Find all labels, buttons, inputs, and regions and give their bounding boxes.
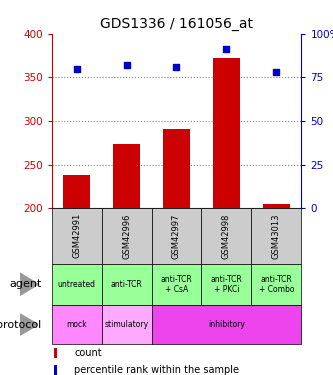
Bar xyxy=(52,208,102,264)
Text: GSM43013: GSM43013 xyxy=(272,213,281,259)
Text: GSM42997: GSM42997 xyxy=(172,213,181,259)
Text: anti-TCR: anti-TCR xyxy=(111,280,143,289)
Text: percentile rank within the sample: percentile rank within the sample xyxy=(74,365,239,375)
Bar xyxy=(251,264,301,305)
Bar xyxy=(152,208,201,264)
Bar xyxy=(102,305,152,344)
Text: inhibitory: inhibitory xyxy=(208,320,245,329)
Bar xyxy=(63,175,90,208)
Text: GSM42996: GSM42996 xyxy=(122,213,131,259)
Bar xyxy=(113,144,140,208)
Text: agent: agent xyxy=(9,279,42,289)
Text: anti-TCR
+ Combo: anti-TCR + Combo xyxy=(259,274,294,294)
Text: untreated: untreated xyxy=(58,280,96,289)
Polygon shape xyxy=(20,314,38,335)
Point xyxy=(74,66,79,72)
Text: anti-TCR
+ CsA: anti-TCR + CsA xyxy=(161,274,192,294)
Bar xyxy=(54,348,57,358)
Text: GSM42991: GSM42991 xyxy=(72,213,81,258)
Bar xyxy=(201,208,251,264)
Bar xyxy=(201,264,251,305)
Text: count: count xyxy=(74,348,102,358)
Bar xyxy=(263,204,290,208)
Text: mock: mock xyxy=(66,320,87,329)
Bar xyxy=(152,305,301,344)
Bar xyxy=(152,264,201,305)
Text: GSM42998: GSM42998 xyxy=(222,213,231,259)
Point xyxy=(174,64,179,70)
Bar xyxy=(213,58,240,208)
Point xyxy=(274,69,279,75)
Text: stimulatory: stimulatory xyxy=(105,320,149,329)
Bar xyxy=(102,264,152,305)
Bar xyxy=(102,208,152,264)
Bar xyxy=(54,365,57,375)
Bar xyxy=(52,305,102,344)
Title: GDS1336 / 161056_at: GDS1336 / 161056_at xyxy=(100,17,253,32)
Text: anti-TCR
+ PKCi: anti-TCR + PKCi xyxy=(210,274,242,294)
Bar xyxy=(52,264,102,305)
Bar xyxy=(251,208,301,264)
Point xyxy=(124,62,129,68)
Polygon shape xyxy=(20,273,38,296)
Point xyxy=(224,46,229,53)
Text: protocol: protocol xyxy=(0,320,42,330)
Bar xyxy=(163,129,190,208)
